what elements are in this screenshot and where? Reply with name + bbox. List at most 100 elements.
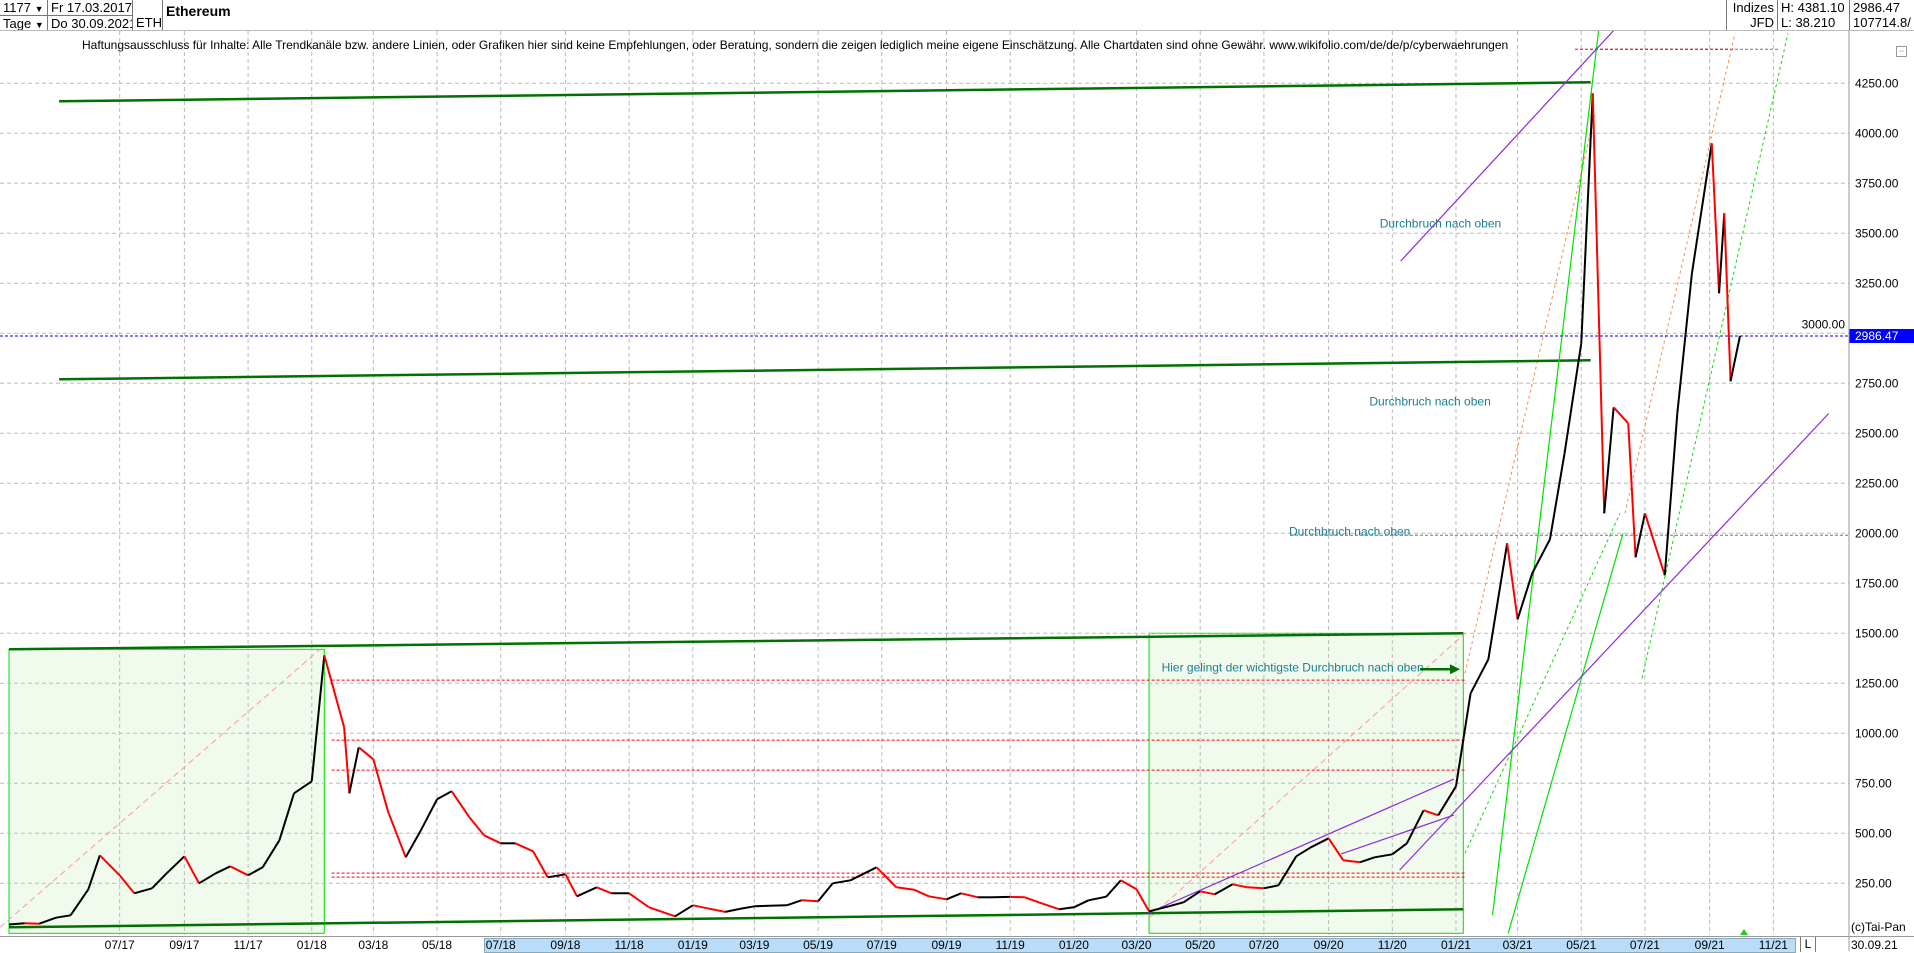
copyright: (c)Tai-Pan: [1851, 920, 1906, 934]
y-tick-label: 3500.00: [1855, 226, 1899, 240]
price-segment: [484, 835, 501, 843]
price-segment: [515, 843, 533, 851]
price-segment: [1518, 573, 1533, 619]
y-tick-label: 2500.00: [1855, 426, 1899, 440]
price-segment: [1724, 213, 1730, 381]
x-tick-label: 07/21: [1627, 938, 1663, 952]
price-segment: [388, 811, 406, 857]
price-segment: [1106, 880, 1121, 896]
x-tick-label: 01/21: [1438, 938, 1474, 952]
x-tick-label: 03/19: [736, 938, 772, 952]
high-low-cell: H: 4381.10 L: 38.210: [1778, 0, 1850, 30]
y-tick-label: 3000.00: [1802, 317, 1846, 331]
x-tick-label: 09/20: [1311, 938, 1347, 952]
price-segment: [707, 908, 725, 912]
x-tick-label: 09/19: [929, 938, 965, 952]
price-segment: [565, 874, 576, 896]
x-tick-label: 07/20: [1246, 938, 1282, 952]
price-segment: [1121, 880, 1137, 889]
price-segment: [1059, 907, 1074, 909]
price-segment: [754, 906, 769, 907]
price-segment: [1088, 897, 1106, 901]
x-tick-label: 03/18: [355, 938, 391, 952]
chart-annotation: Durchbruch nach oben: [1289, 524, 1410, 538]
last-volume-cell: 2986.47 107714.8/: [1850, 0, 1914, 30]
price-segment: [1025, 897, 1042, 903]
price-segment: [9, 923, 25, 924]
y-tick-label: 4000.00: [1855, 126, 1899, 140]
date-to[interactable]: Do 30.09.2021: [48, 15, 132, 30]
y-tick-label: 3750.00: [1855, 176, 1899, 190]
price-segment: [324, 655, 344, 727]
price-segment: [597, 887, 612, 893]
chart-title: Ethereum: [163, 0, 1726, 15]
price-segment: [1677, 273, 1692, 413]
x-tick-label: 01/18: [294, 938, 330, 952]
chart-annotation: Durchbruch nach oben: [1380, 216, 1501, 230]
date-range[interactable]: Fr 17.03.2017 Do 30.09.2021: [48, 0, 133, 30]
x-tick-label: 05/18: [419, 938, 455, 952]
bars-count-dropdown[interactable]: 1177 ▼: [0, 0, 47, 15]
high-value: H: 4381.10: [1778, 0, 1849, 15]
x-tick-label: 03/20: [1119, 938, 1155, 952]
chevron-down-icon: ▼: [35, 4, 44, 14]
price-segment: [1137, 889, 1150, 911]
x-tick-label: 11/18: [611, 938, 647, 952]
price-segment: [437, 791, 452, 799]
last-date: 30.09.21: [1851, 938, 1898, 952]
collapse-button[interactable]: −: [1896, 46, 1907, 57]
x-tick-label: 05/20: [1182, 938, 1218, 952]
price-segment: [1042, 903, 1060, 909]
price-segment: [1645, 513, 1665, 575]
bars-period-selector[interactable]: 1177 ▼ Tage ▼: [0, 0, 48, 30]
price-segment: [469, 817, 484, 835]
x-tick-label: 09/17: [166, 938, 202, 952]
price-segment: [693, 905, 708, 908]
y-tick-label: 1000.00: [1855, 726, 1899, 740]
price-segment: [801, 900, 818, 901]
disclaimer-text: Haftungsausschluss für Inhalte: Alle Tre…: [82, 38, 1508, 52]
price-segment: [1471, 659, 1489, 693]
price-segment: [1665, 413, 1678, 575]
price-segment: [1247, 887, 1264, 888]
chevron-down-icon: ▼: [35, 20, 44, 30]
price-segment: [1731, 336, 1740, 381]
x-tick-label: 01/20: [1056, 938, 1092, 952]
title-cell: Ethereum: [163, 0, 1726, 30]
price-segment: [1719, 213, 1724, 293]
x-tick-label: 05/19: [800, 938, 836, 952]
price-segment: [787, 900, 802, 905]
scale-mode-button[interactable]: L: [1800, 937, 1816, 952]
price-segment: [1507, 543, 1517, 619]
y-tick-label: 250.00: [1855, 876, 1892, 890]
y-tick-label: 3250.00: [1855, 276, 1899, 290]
symbol: ETH: [133, 15, 162, 30]
trend-line-light-green: [1493, 27, 1599, 915]
price-segment: [629, 893, 649, 907]
date-from[interactable]: Fr 17.03.2017: [48, 0, 132, 15]
green-dotted-line: [1642, 33, 1788, 678]
price-segment: [577, 887, 597, 896]
period-dropdown[interactable]: Tage ▼: [0, 15, 47, 30]
price-segment: [1712, 143, 1719, 293]
y-tick-label: 2750.00: [1855, 376, 1899, 390]
y-tick-label: 4250.00: [1855, 76, 1899, 90]
price-segment: [961, 893, 978, 897]
price-segment: [896, 887, 914, 889]
symbol-cell: ETH: [133, 0, 163, 30]
x-tick-label: 07/18: [483, 938, 519, 952]
price-segment: [740, 906, 755, 909]
y-tick-label: 1250.00: [1855, 676, 1899, 690]
price-segment: [1593, 93, 1604, 513]
price-segment: [1628, 423, 1635, 557]
trend-line-dark-green: [59, 360, 1591, 379]
x-tick-label: 05/21: [1563, 938, 1599, 952]
y-tick-label: 1750.00: [1855, 576, 1899, 590]
price-segment: [929, 896, 947, 899]
x-tick-label: 11/21: [1755, 938, 1791, 952]
price-segment: [533, 851, 548, 877]
x-tick-label: 11/19: [992, 938, 1028, 952]
y-tick-label: 1500.00: [1855, 626, 1899, 640]
